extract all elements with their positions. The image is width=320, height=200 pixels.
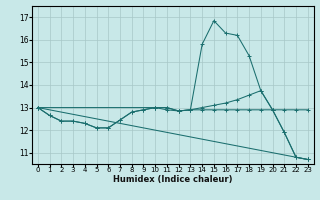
- X-axis label: Humidex (Indice chaleur): Humidex (Indice chaleur): [113, 175, 233, 184]
